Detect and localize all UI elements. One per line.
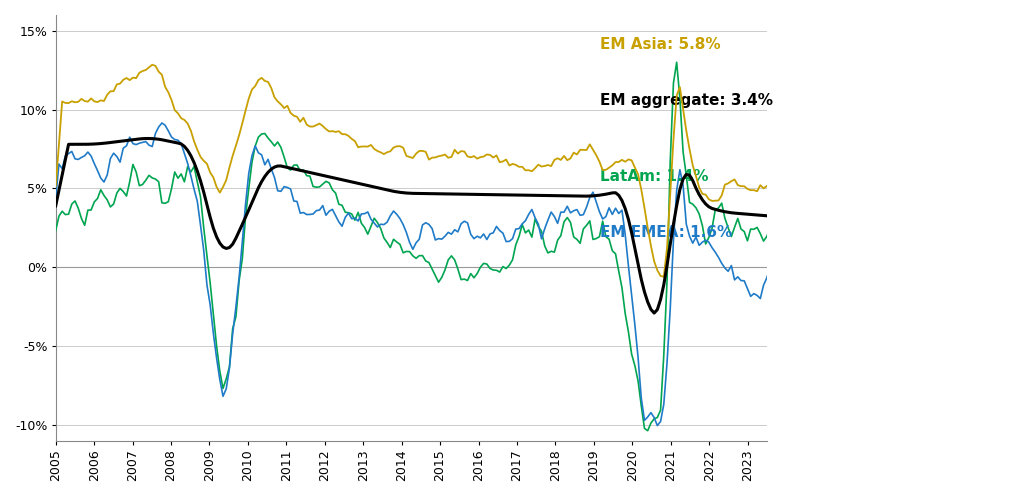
Text: LatAm: 1.4%: LatAm: 1.4%	[600, 169, 708, 185]
Text: EM aggregate: 3.4%: EM aggregate: 3.4%	[600, 93, 773, 108]
Text: EM Asia: 5.8%: EM Asia: 5.8%	[600, 37, 721, 52]
Text: EM EMEA: 1.6%: EM EMEA: 1.6%	[600, 225, 732, 240]
